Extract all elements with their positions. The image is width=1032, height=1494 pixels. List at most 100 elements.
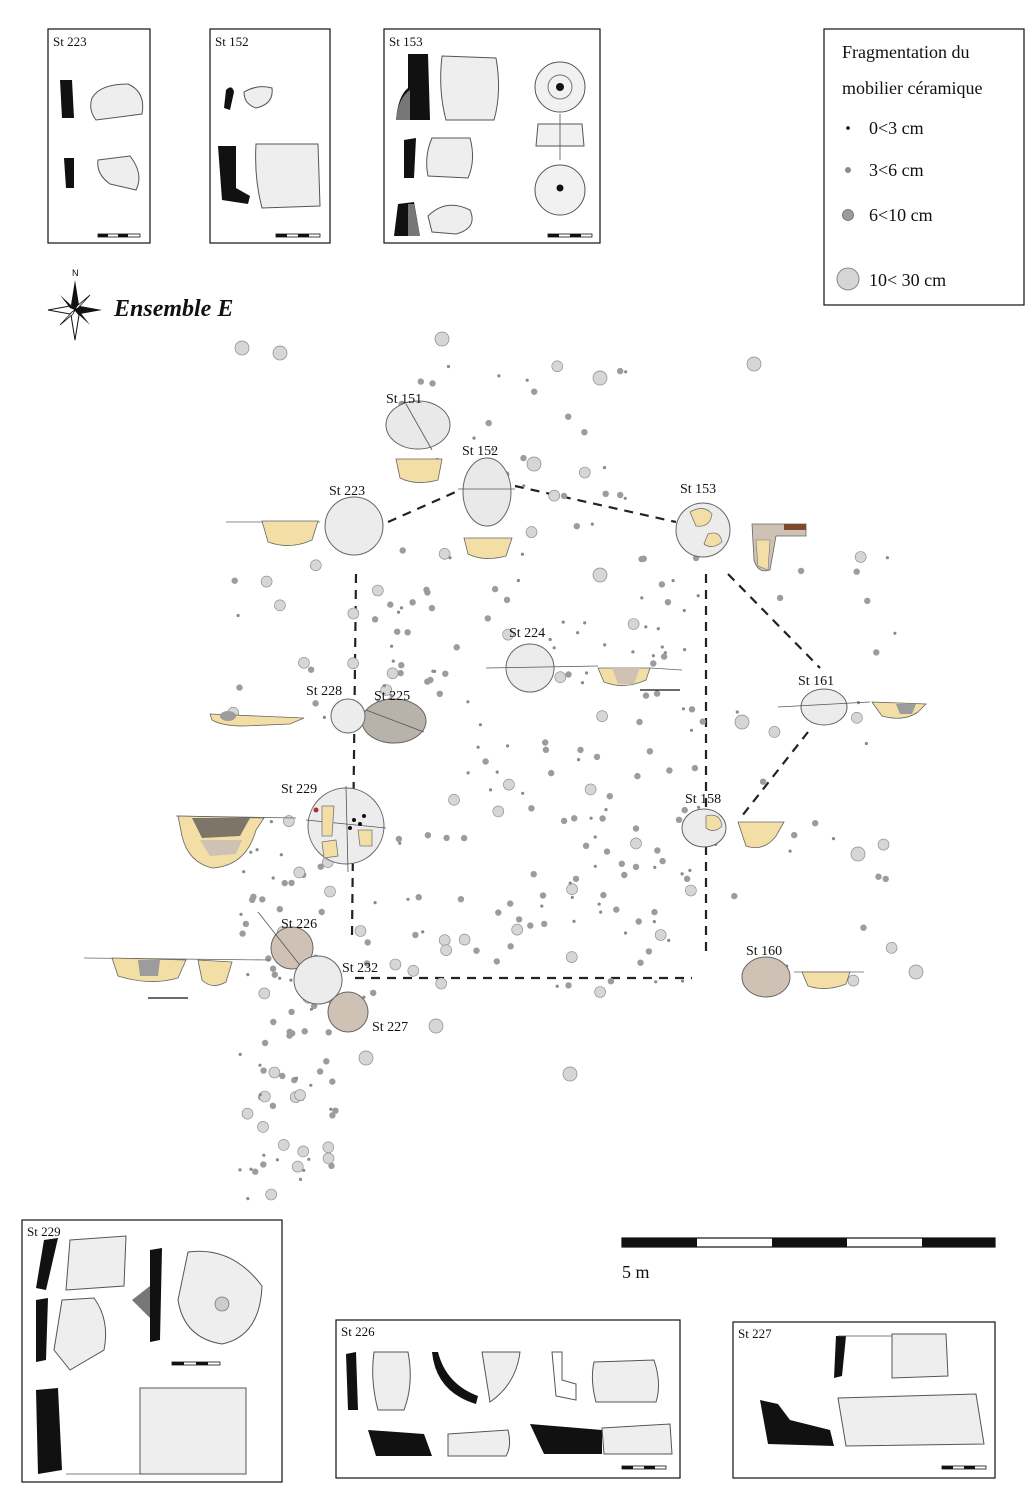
sherd-dot bbox=[847, 974, 860, 987]
scale-label: 5 m bbox=[622, 1262, 650, 1282]
sherd-dot bbox=[289, 978, 293, 982]
sherd-dot bbox=[394, 628, 401, 635]
sherd-dot bbox=[652, 920, 656, 924]
sherd-dot bbox=[542, 739, 549, 746]
sherd-dot bbox=[683, 875, 691, 882]
sherd-dot bbox=[258, 1090, 271, 1103]
sherd-dot bbox=[515, 916, 523, 923]
sherd-profile-shade bbox=[408, 204, 420, 236]
sherd-dot bbox=[386, 667, 399, 680]
sherd-dot bbox=[507, 943, 514, 950]
sherd-dot bbox=[453, 644, 460, 651]
sherd-dot bbox=[603, 643, 607, 647]
spindle-whorl-drawing bbox=[534, 61, 586, 216]
label-st226: St 226 bbox=[281, 917, 317, 932]
sherd-dot bbox=[541, 920, 548, 928]
sherd-dot bbox=[252, 1168, 259, 1175]
sherd-dot bbox=[768, 726, 781, 738]
sherd-dot bbox=[688, 706, 696, 713]
legend-symbol-6-10cm bbox=[842, 209, 854, 221]
sherd-dot bbox=[520, 552, 525, 556]
sherd-dot bbox=[675, 816, 683, 823]
sherd-dot bbox=[258, 1063, 262, 1067]
sherd-dot bbox=[297, 1145, 310, 1158]
sherd-dot bbox=[585, 671, 589, 675]
sherd-profile-shade bbox=[396, 90, 410, 120]
sherd-dot bbox=[602, 466, 607, 470]
sherd-dot bbox=[281, 879, 288, 887]
sherd-dot bbox=[853, 568, 860, 575]
sherd-dot bbox=[634, 772, 641, 780]
inset-box-st223: St 223 bbox=[47, 28, 151, 244]
sherd-dot bbox=[257, 1121, 269, 1133]
sherd-dot bbox=[640, 596, 644, 600]
sherd-dot bbox=[572, 875, 580, 882]
sherd-dot bbox=[294, 1076, 299, 1080]
sherd-dot bbox=[640, 555, 647, 562]
sherd-dot bbox=[395, 835, 403, 843]
legend-label-3-6cm: 3<6 cm bbox=[869, 160, 924, 180]
sherd-dot bbox=[531, 388, 538, 395]
sherd-dot bbox=[565, 413, 572, 420]
sherd-dot bbox=[688, 868, 692, 873]
sherd-dot bbox=[373, 901, 377, 905]
sherd-dot bbox=[580, 681, 585, 685]
sherd-dot bbox=[854, 551, 867, 563]
sherd-dot bbox=[654, 929, 667, 941]
sherd-dot bbox=[584, 783, 597, 796]
legend-symbol-10-30cm bbox=[836, 267, 860, 291]
sherd-dot bbox=[309, 559, 322, 572]
sherd-dot bbox=[666, 767, 673, 774]
sherd-dot bbox=[269, 820, 273, 824]
sherd-dot bbox=[362, 995, 366, 999]
sherd-dot bbox=[503, 778, 515, 791]
sherd-dot bbox=[699, 718, 706, 725]
sherd-dot bbox=[495, 770, 499, 774]
sherd-dot bbox=[582, 842, 590, 849]
sherd-dot bbox=[554, 671, 567, 684]
sherd-dot bbox=[593, 753, 601, 761]
sherd-dot bbox=[592, 370, 608, 386]
sherd-dot bbox=[399, 547, 406, 554]
sherd-dot bbox=[568, 881, 572, 885]
sherd-dot bbox=[417, 378, 424, 385]
scale-bar: 5 m bbox=[621, 1237, 996, 1282]
sherd-dot bbox=[632, 825, 640, 832]
sherd-dot bbox=[268, 1066, 281, 1079]
sherd-dot bbox=[275, 1158, 279, 1162]
sherd-dot bbox=[600, 891, 607, 899]
inset-box-st152: St 152 bbox=[209, 28, 331, 244]
inset-title-st152: St 152 bbox=[215, 34, 249, 49]
sherd-dot bbox=[860, 924, 867, 931]
legend: Fragmentation du mobilier céramique 0<3 … bbox=[823, 28, 1025, 306]
label-st151: St 151 bbox=[386, 392, 422, 407]
sherd-dot bbox=[630, 837, 642, 850]
sherd-dot bbox=[644, 625, 648, 629]
sherd-dot bbox=[642, 692, 650, 699]
section-st153-dark-layer bbox=[784, 524, 806, 530]
sherd-dot bbox=[660, 645, 664, 649]
sherd-profile bbox=[64, 158, 74, 188]
label-st228: St 228 bbox=[306, 684, 342, 699]
sherd-dot bbox=[354, 925, 367, 937]
sherd-dot bbox=[278, 976, 282, 980]
sherd-dot bbox=[681, 806, 688, 814]
sherd-dot bbox=[491, 585, 499, 593]
feature-st158: St 158 bbox=[681, 792, 785, 849]
sherd-dot bbox=[516, 578, 521, 583]
sherd-dot bbox=[389, 958, 402, 971]
inset-title-st223: St 223 bbox=[53, 34, 87, 49]
feature-st153: St 153 bbox=[675, 482, 807, 572]
sherd-dot bbox=[241, 1107, 254, 1120]
sherd-dot bbox=[497, 374, 501, 378]
inset-box-st227-bottom: St 227 bbox=[732, 1321, 996, 1479]
sherd-dot bbox=[627, 618, 640, 630]
inset-title-st226: St 226 bbox=[341, 1324, 375, 1339]
sherd-dot bbox=[298, 656, 310, 669]
sherd-dot bbox=[565, 982, 572, 989]
sherd-dot bbox=[658, 581, 666, 588]
feature-st232: St 232 bbox=[293, 955, 378, 1005]
sherd-dot bbox=[599, 910, 603, 914]
sherd-scatter bbox=[227, 331, 924, 1201]
sherd-dot bbox=[279, 1072, 286, 1080]
